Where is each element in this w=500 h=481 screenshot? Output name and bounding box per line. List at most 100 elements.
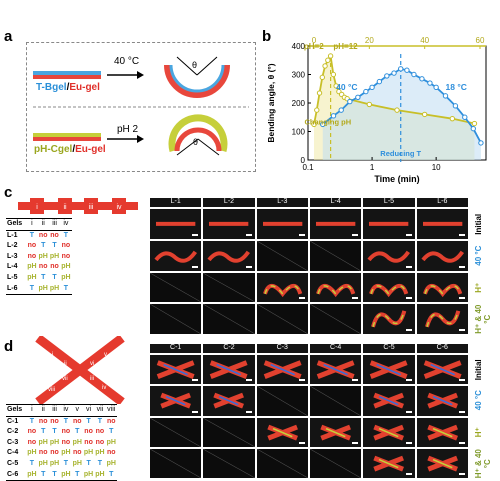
empty-photo-cell [150,448,202,478]
scale-bar [245,233,252,236]
temperature-data-point [369,84,375,91]
strip-gel-shape [422,283,462,297]
table-cell: T [52,428,57,436]
linear-gel-image-grid: L-1 L-2 L-3 L-4 L-5 L-6 [150,198,468,334]
scale-bar [458,265,465,268]
ph2-annotation: pH=2 [304,42,324,51]
scale-bar [352,441,359,444]
table-cell: T [52,242,57,250]
cross-gel-shape [373,424,405,441]
gel-photo [416,448,468,478]
changing-ph-annotation: Changing pH [304,117,351,126]
temperature-data-point [338,107,344,113]
cross-gel-shape [320,424,351,441]
strip-gel-shape [209,221,249,226]
gel-segment [379,427,399,437]
arrowhead-top [137,71,144,79]
scale-bar [458,297,465,300]
empty-photo-cell [310,386,362,416]
header-cell: vi [82,404,95,417]
gel-photo [310,209,362,239]
table-cell: T [71,469,83,481]
table-cell: T [29,231,34,239]
scale-bar [298,297,305,300]
cross-gel-shape [213,392,245,409]
row-label: 40 °C [474,245,483,266]
gel-segment [317,284,355,295]
table-cell: T [29,417,34,425]
ph12-annotation: pH=12 [333,42,358,51]
ph-cgel-layer [33,133,101,137]
row-label: Initial [474,359,483,381]
scale-bar [458,379,465,382]
ph-data-point [366,101,373,108]
panel-b-label: b [262,28,272,45]
gel-body [422,283,462,297]
table-cell: no [72,417,82,425]
gel-segment [423,284,461,295]
table-cell: no [61,428,71,436]
temperature-data-point [433,84,439,91]
cross-gel-shape [427,392,458,409]
temperature-data-point [478,140,484,146]
strip-gel-shape [207,250,251,263]
table-cell: T [41,242,46,250]
scale-bar [298,233,305,236]
temperature-data-point [404,67,410,73]
table-cell: no [95,428,105,436]
table-cell: T [26,283,38,296]
cross-gel-shape [263,360,302,379]
linear-row-labels: Initial 40 °C H⁺ H⁺ & 40 °C [470,198,494,334]
y-tick-label: 200 [292,99,306,108]
table-cell: T [105,469,117,481]
table-cell: pH [61,263,71,271]
cross-gel-shape [210,360,248,379]
table-cell: pH [72,459,82,467]
t-bgel-text: T-Bgel [36,82,67,93]
table-cell: pH [94,469,106,481]
strip-gel-shape [316,221,356,226]
table-cell: no [106,449,116,457]
y-axis-label: Bending angle, θ (°) [266,63,276,142]
temperature-data-point [419,76,425,82]
gel-body [367,250,411,263]
table-cell: no [50,417,59,425]
table-cell: pH [38,252,48,260]
temperature-data-point [398,66,404,72]
gel-body [154,250,197,263]
scale-bar [245,410,252,413]
table-cell: no [106,417,116,425]
empty-photo-cell [203,417,255,447]
sep-text-1: / [66,82,70,93]
bottom-condition: pH 2 [117,124,139,135]
gel-photo [203,209,255,239]
scale-bar [458,329,465,331]
gel-segment [432,458,453,469]
scale-bar [192,233,199,236]
strip-gel-shape [262,221,302,226]
gel-photo [363,417,415,447]
gel-body [369,283,409,297]
table-cell: no [61,438,71,446]
scale-bar [458,473,465,475]
header-cell: Gels [6,404,27,417]
ph-data-point [311,121,317,128]
gel-photo [150,355,202,385]
scale-bar [245,379,252,382]
table-cell: T [63,459,69,467]
column-header: L-1 [150,198,202,207]
table-cell: pH [37,283,49,296]
eu-gel-text-2: Eu-gel [75,144,106,155]
table-cell: no [27,438,37,446]
scale-bar [458,233,465,236]
row-label: 40 °C [474,390,483,411]
table-cell: pH [106,438,116,446]
arrowhead-bottom [137,135,144,143]
row-label: H⁺ & 40 °C [474,448,492,478]
top-x-tick-label: 0 [312,36,317,45]
cross-gel-shape [316,360,355,379]
gel-segment [430,363,455,376]
table-header-row: Gels i ii iii iv v vi vii viii [6,404,117,417]
